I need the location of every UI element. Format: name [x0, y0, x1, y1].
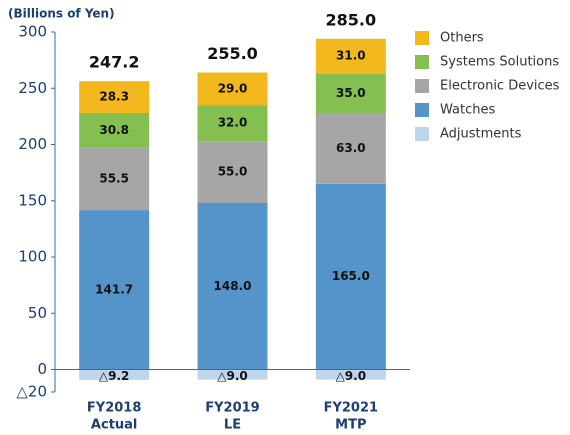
x-tick-label: FY2021: [324, 401, 378, 416]
value-label: 28.3: [99, 90, 129, 104]
value-label: 32.0: [218, 116, 248, 130]
bar-segment: [315, 183, 386, 370]
x-tick-label: MTP: [335, 418, 366, 433]
legend-swatch: [415, 31, 429, 45]
y-tick-label: 0: [37, 360, 47, 378]
bar-segment: [79, 210, 150, 370]
bar-segment: [197, 141, 268, 203]
bar-segment: [315, 113, 386, 184]
value-label: 31.0: [336, 49, 366, 63]
y-tick-label: △20: [16, 383, 47, 401]
value-label: △9.0: [336, 369, 367, 383]
x-tick-label: Actual: [91, 418, 137, 433]
x-tick-label: LE: [224, 418, 241, 433]
bar-segment: [315, 73, 386, 113]
value-label: 29.0: [218, 81, 248, 95]
total-label: 285.0: [326, 10, 377, 29]
bar-segment: [315, 369, 386, 380]
legend-label: Electronic Devices: [440, 79, 560, 94]
y-tick-label: 200: [18, 135, 47, 153]
legend-label: Adjustments: [440, 127, 522, 142]
legend-swatch: [415, 79, 429, 93]
bar-segment: [197, 105, 268, 142]
y-tick-label: 250: [18, 79, 47, 97]
bar-segment: [197, 203, 268, 370]
value-label: 63.0: [336, 141, 366, 155]
bar-segment: [197, 72, 268, 106]
bar-segment: [197, 369, 268, 380]
value-label: △9.2: [99, 369, 130, 383]
value-label: 35.0: [336, 86, 366, 100]
value-label: 141.7: [95, 282, 133, 296]
value-label: 55.5: [99, 171, 129, 185]
value-label: 55.0: [218, 165, 248, 179]
axis-title: (Billions of Yen): [8, 7, 115, 21]
bar-segment: [79, 369, 150, 380]
x-tick-label: FY2018: [87, 401, 141, 416]
total-label: 255.0: [207, 44, 258, 63]
value-label: 148.0: [214, 279, 252, 293]
bar-segment: [79, 81, 150, 113]
legend-label: Others: [440, 31, 484, 46]
y-tick-label: 100: [18, 248, 47, 266]
legend-swatch: [415, 103, 429, 117]
bar-segment: [79, 147, 150, 211]
value-label: 30.8: [99, 123, 129, 137]
y-tick-label: 150: [18, 191, 47, 209]
bar-segment: [315, 38, 386, 74]
legend-swatch: [415, 127, 429, 141]
total-label: 247.2: [89, 53, 140, 72]
value-label: 165.0: [332, 269, 370, 283]
x-tick-label: FY2019: [205, 401, 259, 416]
legend-swatch: [415, 55, 429, 69]
value-label: △9.0: [217, 369, 248, 383]
legend-label: Watches: [440, 103, 495, 118]
legend-label: Systems Solutions: [440, 55, 559, 70]
y-tick-label: 50: [28, 304, 47, 322]
bar-segment: [79, 113, 150, 148]
y-tick-label: 300: [18, 23, 47, 41]
